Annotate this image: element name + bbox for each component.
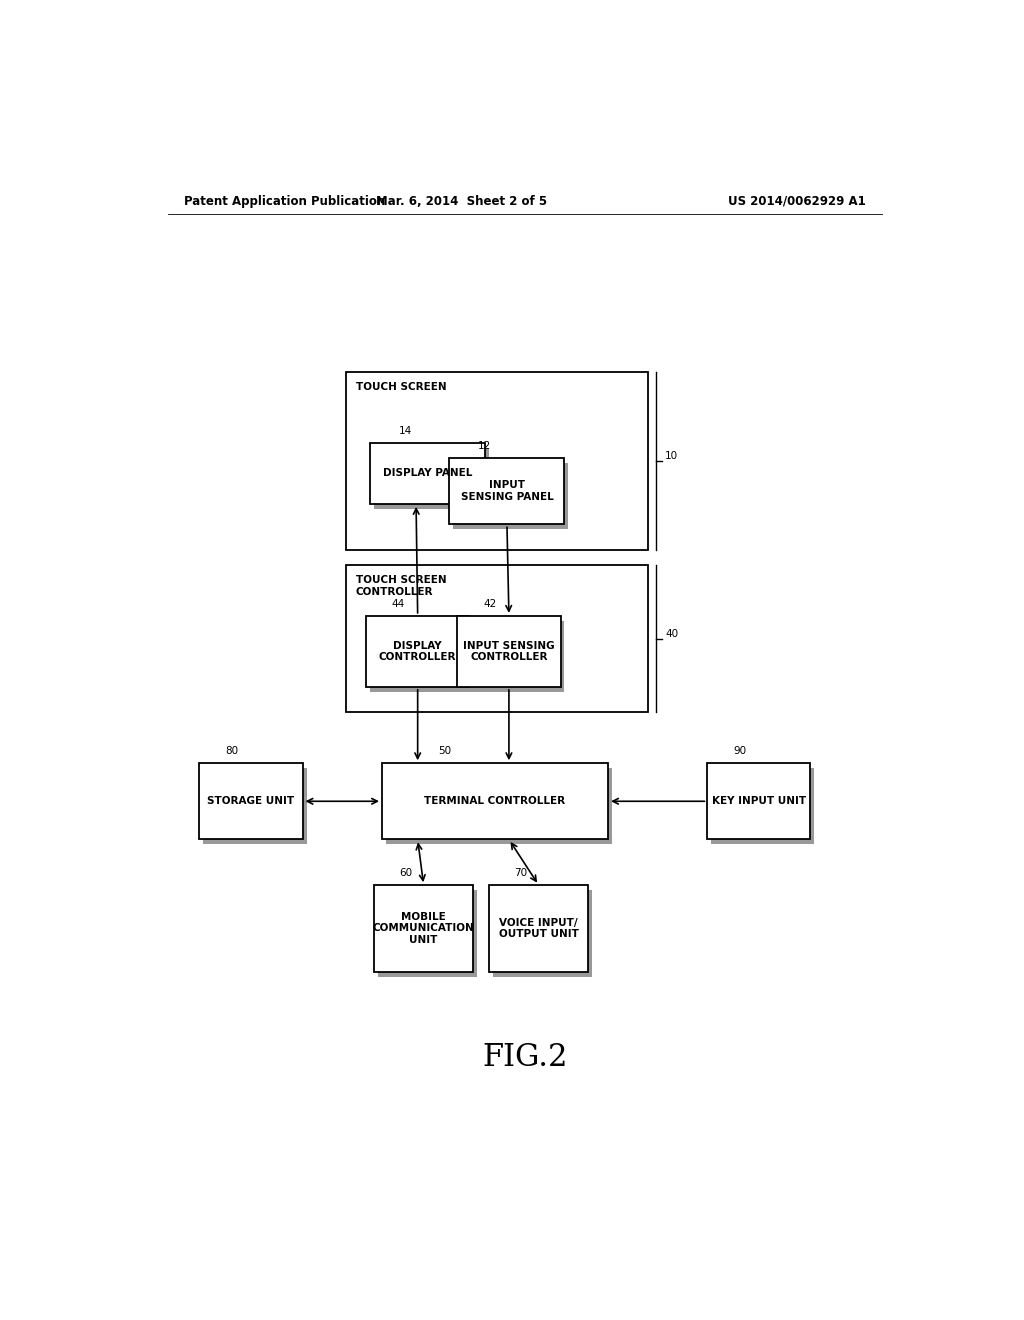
Text: KEY INPUT UNIT: KEY INPUT UNIT — [712, 796, 806, 807]
Bar — [494, 890, 592, 977]
Text: TOUCH SCREEN: TOUCH SCREEN — [355, 381, 446, 392]
Text: 80: 80 — [225, 746, 239, 756]
Text: INPUT
SENSING PANEL: INPUT SENSING PANEL — [461, 480, 553, 502]
Bar — [712, 768, 814, 845]
Bar — [382, 763, 608, 840]
Text: Mar. 6, 2014  Sheet 2 of 5: Mar. 6, 2014 Sheet 2 of 5 — [376, 194, 547, 207]
Bar — [386, 768, 612, 845]
Text: 50: 50 — [438, 746, 452, 756]
Text: US 2014/0062929 A1: US 2014/0062929 A1 — [728, 194, 866, 207]
Text: VOICE INPUT/
OUTPUT UNIT: VOICE INPUT/ OUTPUT UNIT — [499, 917, 579, 939]
Bar — [370, 444, 485, 504]
Bar — [454, 463, 568, 529]
Text: 10: 10 — [666, 450, 678, 461]
Text: 12: 12 — [478, 441, 492, 451]
Text: MOBILE
COMMUNICATION
UNIT: MOBILE COMMUNICATION UNIT — [373, 912, 474, 945]
Text: INPUT SENSING
CONTROLLER: INPUT SENSING CONTROLLER — [463, 640, 555, 663]
Text: Patent Application Publication: Patent Application Publication — [183, 194, 385, 207]
Text: DISPLAY PANEL: DISPLAY PANEL — [383, 469, 472, 478]
Bar — [374, 886, 473, 972]
Bar — [367, 615, 469, 686]
Bar — [378, 890, 477, 977]
Text: 90: 90 — [733, 746, 746, 756]
Bar — [204, 768, 306, 845]
Text: STORAGE UNIT: STORAGE UNIT — [208, 796, 295, 807]
Bar — [708, 763, 811, 840]
Bar — [346, 372, 648, 549]
Bar — [346, 565, 648, 713]
Text: TOUCH SCREEN
CONTROLLER: TOUCH SCREEN CONTROLLER — [355, 576, 446, 597]
Bar — [461, 620, 564, 692]
Text: 42: 42 — [483, 599, 497, 609]
Bar — [450, 458, 564, 524]
Text: 60: 60 — [398, 869, 412, 878]
Text: FIG.2: FIG.2 — [482, 1043, 567, 1073]
Text: DISPLAY
CONTROLLER: DISPLAY CONTROLLER — [379, 640, 457, 663]
Bar — [200, 763, 303, 840]
Bar — [458, 615, 560, 686]
Text: 14: 14 — [398, 426, 412, 436]
Bar — [374, 447, 489, 510]
Bar — [370, 620, 473, 692]
Bar — [489, 886, 588, 972]
Text: TERMINAL CONTROLLER: TERMINAL CONTROLLER — [425, 796, 565, 807]
Text: 40: 40 — [666, 628, 678, 639]
Text: 44: 44 — [392, 599, 406, 609]
Text: 70: 70 — [514, 869, 527, 878]
